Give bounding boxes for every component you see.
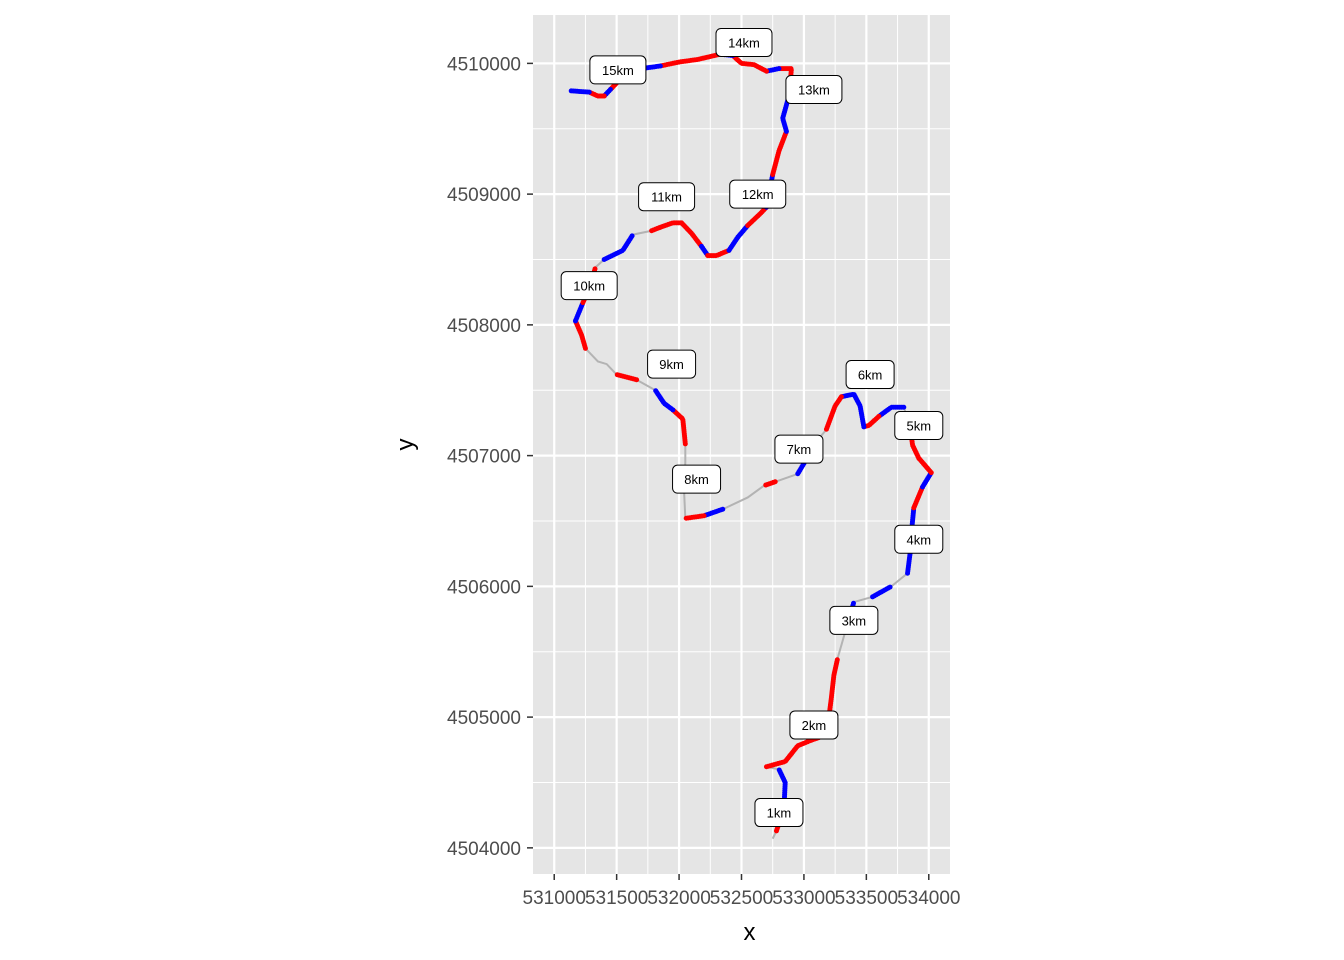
km-label: 12km: [729, 179, 787, 209]
km-label-text: 4km: [907, 532, 932, 547]
km-label-text: 3km: [842, 613, 867, 628]
track-point: [683, 515, 689, 521]
km-label: 7km: [774, 434, 824, 464]
km-label-text: 1km: [767, 806, 792, 821]
km-label-box: [729, 179, 787, 209]
km-label-text: 8km: [684, 472, 709, 487]
km-label-text: 5km: [907, 419, 932, 434]
track-point: [887, 584, 893, 590]
x-tick-label: 532000: [647, 888, 710, 909]
km-label-text: 6km: [858, 368, 883, 383]
km-label-box: [638, 182, 696, 212]
x-tick-label: 532500: [710, 888, 773, 909]
km-label-text: 15km: [602, 63, 634, 78]
km-label: 2km: [789, 710, 839, 740]
km-label-text: 12km: [742, 187, 774, 202]
x-tick-label: 534000: [897, 888, 960, 909]
km-label-box: [785, 75, 843, 105]
km-label-box: [754, 798, 804, 828]
track-point: [795, 471, 801, 477]
km-label: 14km: [715, 27, 773, 57]
km-label: 15km: [589, 55, 647, 85]
track-point: [850, 600, 856, 606]
km-label: 3km: [829, 605, 879, 635]
track-point: [592, 266, 598, 272]
x-tick-label: 531000: [523, 888, 586, 909]
km-label: 8km: [672, 464, 722, 494]
y-axis: 4504000 4505000 4506000 4507000 4508000 45090…: [447, 54, 533, 860]
track-point: [568, 88, 574, 94]
grid-major: [533, 15, 950, 874]
km-label: 1km: [754, 798, 804, 828]
track-point: [776, 767, 782, 773]
km-label-box: [560, 271, 618, 301]
km-label: 9km: [647, 349, 697, 379]
x-tick-label: 533000: [772, 888, 835, 909]
km-label-box: [774, 434, 824, 464]
km-label-box: [715, 27, 773, 57]
track-point: [653, 388, 659, 394]
km-label-text: 14km: [728, 35, 760, 50]
km-label-box: [894, 524, 944, 554]
km-labels: 1km 2km 3km 4km 5km 6km 7km 8km 9km 10km 11km 12km 1…: [560, 27, 944, 828]
km-label-box: [672, 464, 722, 494]
track-point: [629, 233, 635, 239]
x-tick-label: 531500: [585, 888, 648, 909]
km-label-box: [845, 360, 895, 390]
km-label-text: 9km: [659, 357, 684, 372]
y-tick-label: 4504000: [447, 839, 521, 860]
y-tick-label: 4505000: [447, 708, 521, 729]
y-axis-title: y: [392, 439, 419, 451]
y-tick-label: 4506000: [447, 577, 521, 598]
y-tick-label: 4508000: [447, 316, 521, 337]
track-point: [834, 657, 840, 663]
track-point: [614, 372, 620, 378]
x-axis-title: x: [744, 919, 756, 946]
km-label: 13km: [785, 75, 843, 105]
km-label-box: [589, 55, 647, 85]
x-axis: 531000 531500 532000 532500 533000 533500 5340…: [523, 874, 960, 909]
y-tick-label: 4510000: [447, 54, 521, 75]
km-label-box: [829, 605, 879, 635]
track-point: [763, 482, 769, 488]
km-label-text: 7km: [787, 442, 812, 457]
km-label-box: [789, 710, 839, 740]
km-label: 5km: [894, 411, 944, 441]
km-label-text: 13km: [798, 83, 830, 98]
km-label-text: 11km: [651, 190, 682, 205]
km-label: 11km: [638, 182, 696, 212]
km-label: 4km: [894, 524, 944, 554]
y-tick-label: 4507000: [447, 447, 521, 468]
km-label-box: [894, 411, 944, 441]
km-label-text: 10km: [573, 279, 605, 294]
km-label-text: 2km: [802, 718, 827, 733]
y-tick-label: 4509000: [447, 185, 521, 206]
km-label: 6km: [845, 360, 895, 390]
track-point: [823, 426, 829, 432]
km-label-box: [647, 349, 697, 379]
km-label: 10km: [560, 271, 618, 301]
x-tick-label: 533500: [835, 888, 898, 909]
